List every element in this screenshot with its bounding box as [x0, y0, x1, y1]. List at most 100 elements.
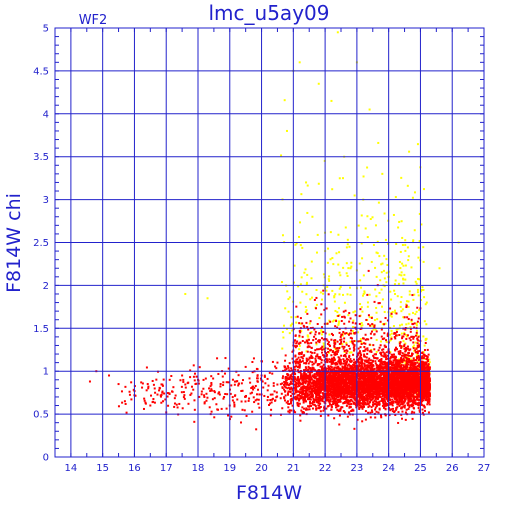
yellow-point	[376, 252, 379, 255]
red-point	[422, 404, 425, 407]
red-point	[197, 382, 200, 385]
red-point	[319, 410, 322, 413]
red-point	[356, 399, 359, 402]
red-point	[351, 385, 354, 388]
red-point	[307, 386, 310, 389]
yellow-point	[381, 172, 384, 175]
red-point	[396, 399, 399, 402]
yellow-point	[333, 347, 336, 350]
red-point	[318, 363, 321, 366]
red-point	[388, 392, 391, 395]
red-point	[393, 368, 396, 371]
red-point	[317, 402, 320, 405]
red-point	[369, 394, 372, 397]
yellow-point	[375, 350, 378, 353]
yellow-point	[402, 340, 405, 343]
yellow-point	[414, 280, 417, 283]
red-point	[362, 372, 365, 375]
red-point	[209, 389, 212, 392]
yellow-point	[347, 314, 350, 317]
yellow-point	[345, 272, 348, 275]
red-point	[163, 392, 166, 395]
red-point	[147, 385, 150, 388]
red-point	[249, 392, 252, 395]
red-point	[397, 360, 400, 363]
red-point	[426, 348, 429, 351]
yellow-point	[404, 249, 407, 252]
yellow-point	[374, 224, 377, 227]
yellow-point	[366, 166, 369, 169]
red-point	[353, 391, 356, 394]
yellow-point	[339, 285, 342, 288]
yellow-point	[410, 320, 413, 323]
yellow-point	[384, 238, 387, 241]
red-point	[279, 413, 282, 416]
red-point	[251, 361, 254, 364]
red-point	[380, 359, 383, 362]
yellow-point	[309, 298, 312, 301]
red-point	[289, 383, 292, 386]
red-point	[336, 396, 339, 399]
red-point	[203, 394, 206, 397]
red-point	[403, 404, 406, 407]
red-point	[412, 402, 415, 405]
red-point	[310, 371, 313, 374]
red-point	[317, 404, 320, 407]
red-point	[295, 379, 298, 382]
red-point	[423, 405, 426, 408]
red-point	[208, 406, 211, 409]
yellow-point	[389, 350, 392, 353]
red-point	[212, 377, 215, 380]
yellow-point	[408, 150, 411, 153]
red-point	[259, 377, 262, 380]
yellow-point	[315, 343, 318, 346]
red-point	[414, 371, 417, 374]
red-point	[390, 403, 393, 406]
red-point	[404, 368, 407, 371]
yellow-point	[401, 308, 404, 311]
yellow-point	[294, 316, 297, 319]
red-point	[404, 418, 407, 421]
red-point	[236, 398, 239, 401]
red-point	[314, 391, 317, 394]
red-point	[298, 365, 301, 368]
yellow-point	[405, 335, 408, 338]
red-point	[200, 390, 203, 393]
red-point	[377, 392, 380, 395]
red-point	[358, 369, 361, 372]
red-point	[205, 399, 208, 402]
red-point	[354, 383, 357, 386]
red-point	[283, 397, 286, 400]
red-point	[319, 365, 322, 368]
red-point	[386, 365, 389, 368]
red-point	[359, 374, 362, 377]
red-point	[297, 369, 300, 372]
red-point	[417, 398, 420, 401]
red-point	[418, 381, 421, 384]
red-point	[381, 363, 384, 366]
yellow-point	[349, 293, 352, 296]
red-point	[421, 388, 424, 391]
red-point	[198, 366, 201, 369]
yellow-point	[383, 310, 386, 313]
yellow-point	[418, 309, 421, 312]
red-point	[341, 367, 344, 370]
red-point	[348, 391, 351, 394]
red-point	[288, 402, 291, 405]
yellow-point	[407, 356, 410, 359]
red-point	[374, 395, 377, 398]
yellow-point	[300, 330, 303, 333]
red-point	[354, 399, 357, 402]
red-point	[417, 401, 420, 404]
red-point	[402, 366, 405, 369]
red-point	[356, 380, 359, 383]
red-point	[303, 397, 306, 400]
red-point	[269, 414, 272, 417]
yellow-point	[390, 332, 393, 335]
red-point	[256, 374, 259, 377]
red-point	[290, 399, 293, 402]
yellow-point	[280, 154, 283, 157]
red-point	[411, 370, 414, 373]
yellow-point	[416, 143, 419, 146]
yellow-point	[346, 275, 349, 278]
